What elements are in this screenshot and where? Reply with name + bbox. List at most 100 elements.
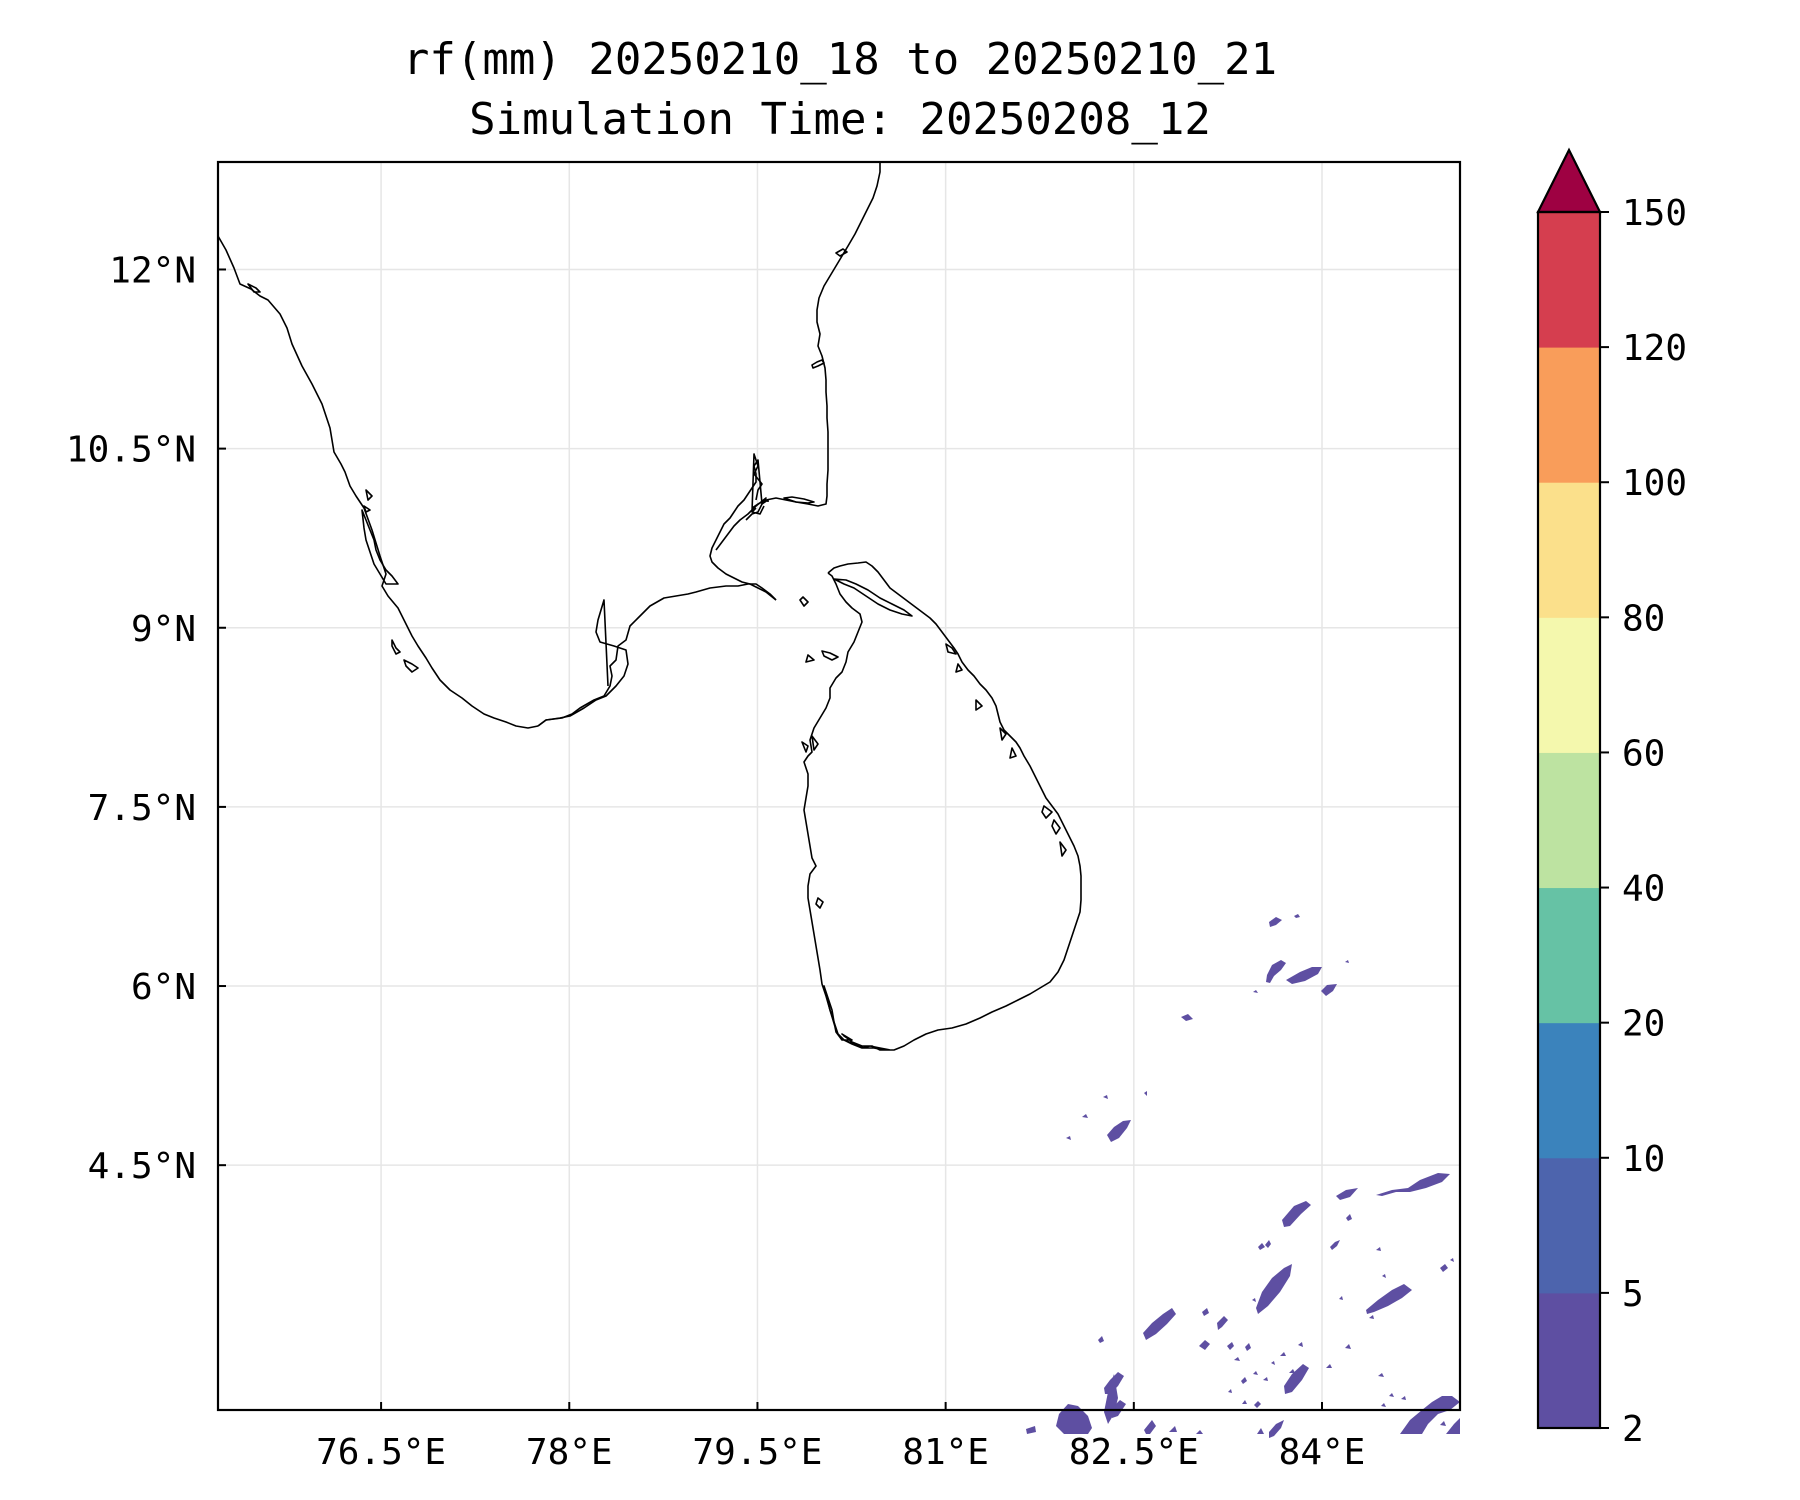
rain-patch bbox=[1196, 1430, 1203, 1434]
x-tick-label: 78°E bbox=[526, 1432, 613, 1473]
rain-patch bbox=[1366, 1284, 1412, 1314]
rain-patch bbox=[1242, 1400, 1247, 1404]
rain-patch bbox=[1257, 1428, 1264, 1434]
colorbar-bin bbox=[1538, 1292, 1600, 1429]
rain-patch bbox=[1103, 1095, 1108, 1099]
rain-patch bbox=[1098, 1336, 1104, 1343]
rain-patch bbox=[1280, 1352, 1286, 1356]
colorbar: 2 5 10 20 40 60 80 100 120 150 bbox=[1536, 147, 1687, 1450]
sri-lanka-coast bbox=[823, 561, 1082, 1051]
rain-patch bbox=[1330, 1240, 1340, 1250]
colorbar-tick-label: 5 bbox=[1622, 1274, 1644, 1315]
rain-patch bbox=[1227, 1342, 1234, 1350]
colorbar-tick-label: 10 bbox=[1622, 1139, 1665, 1180]
colorbar-bin bbox=[1538, 1022, 1600, 1159]
rain-patch bbox=[1339, 1296, 1343, 1300]
rain-patch bbox=[1269, 1420, 1284, 1438]
rain-patch bbox=[1144, 1420, 1156, 1434]
rain-patch bbox=[1056, 1404, 1092, 1434]
colorbar-bin bbox=[1538, 482, 1600, 618]
x-tick-label: 76.5°E bbox=[316, 1432, 446, 1473]
rain-patch bbox=[1381, 1403, 1386, 1407]
y-tick-label: 4.5°N bbox=[88, 1146, 196, 1187]
rain-patch bbox=[1378, 1373, 1384, 1377]
rain-patch bbox=[1376, 1247, 1381, 1251]
rain-patch bbox=[1256, 1264, 1292, 1314]
rain-patch bbox=[1345, 960, 1349, 963]
rain-patch bbox=[1382, 1274, 1386, 1278]
rain-patch bbox=[1321, 984, 1337, 996]
y-tick-label: 7.5°N bbox=[88, 788, 196, 829]
rain-patch bbox=[1026, 1426, 1036, 1434]
india-west-coast bbox=[217, 235, 539, 729]
rain-patch bbox=[1271, 1361, 1275, 1365]
rain-patch bbox=[1345, 1344, 1351, 1349]
rain-patch bbox=[1389, 1393, 1394, 1397]
x-tick-label: 79.5°E bbox=[692, 1432, 822, 1473]
rain-patch bbox=[1289, 1369, 1295, 1373]
rain-patch bbox=[1181, 1014, 1193, 1021]
rain-patch bbox=[1282, 1201, 1311, 1227]
rain-patch bbox=[1450, 1258, 1454, 1262]
colorbar-tick-label: 40 bbox=[1622, 869, 1665, 910]
rain-patch bbox=[1144, 1091, 1147, 1096]
map-gridlines bbox=[218, 162, 1460, 1410]
rain-patch bbox=[1266, 960, 1286, 983]
y-tick-label: 10.5°N bbox=[66, 430, 196, 471]
rain-patch bbox=[1284, 1364, 1309, 1394]
colorbar-tick-label: 80 bbox=[1622, 598, 1665, 639]
rain-patch bbox=[1440, 1421, 1446, 1426]
x-tick-label: 81°E bbox=[902, 1432, 989, 1473]
rain-patch bbox=[1241, 1377, 1247, 1384]
india-palk-bay-coast bbox=[709, 459, 777, 601]
colorbar-tick-label: 60 bbox=[1622, 733, 1665, 774]
rain-patch bbox=[1376, 1173, 1450, 1196]
rain-patch bbox=[1143, 1308, 1176, 1340]
rain-patch bbox=[1336, 1188, 1358, 1200]
x-tick-label: 82.5°E bbox=[1069, 1432, 1199, 1473]
colorbar-frame bbox=[1536, 210, 1602, 1430]
rain-patch bbox=[1234, 1357, 1240, 1361]
rain-patch bbox=[1401, 1396, 1406, 1400]
y-tick-label: 12°N bbox=[109, 250, 196, 291]
rain-patch bbox=[1245, 1343, 1251, 1351]
rain-patch bbox=[1269, 917, 1282, 927]
rain-patch bbox=[1169, 1426, 1177, 1432]
rain-patch bbox=[1294, 914, 1300, 918]
colorbar-bin bbox=[1538, 752, 1600, 889]
colorbar-tick-label: 120 bbox=[1622, 328, 1687, 369]
sri-lanka-west-coast bbox=[803, 572, 863, 1041]
rain-patch bbox=[1066, 1136, 1071, 1140]
colorbar-bin bbox=[1538, 347, 1600, 483]
rain-patch bbox=[1082, 1114, 1088, 1118]
rain-patch bbox=[1254, 1401, 1261, 1408]
rain-patch bbox=[1253, 990, 1258, 993]
india-coromandel-coast bbox=[751, 162, 881, 509]
colorbar-tick-label: 100 bbox=[1622, 463, 1687, 504]
colorbar-extend-arrow bbox=[1536, 147, 1602, 214]
rain-patch bbox=[1217, 1316, 1228, 1330]
x-tick-label: 84°E bbox=[1279, 1432, 1366, 1473]
colorbar-bin bbox=[1538, 1157, 1600, 1294]
coastlines bbox=[217, 162, 1082, 1051]
colorbar-bin bbox=[1538, 212, 1600, 348]
india-kerala-detail bbox=[247, 283, 419, 673]
sri-lanka-east-detail bbox=[945, 643, 1067, 857]
figure-subtitle: Simulation Time: 20250208_12 bbox=[469, 94, 1211, 145]
sri-lanka-jaffna-detail bbox=[799, 578, 913, 909]
y-tick-label: 6°N bbox=[131, 967, 196, 1008]
map-panel: 76.5°E 78°E 79.5°E 81°E 82.5°E 84°E 12°N 10.5°N… bbox=[66, 160, 1462, 1473]
rain-patch bbox=[1252, 1298, 1256, 1302]
india-coast-detail bbox=[783, 248, 848, 504]
rain-patch bbox=[1258, 1243, 1265, 1250]
colorbar-tick-label: 150 bbox=[1622, 193, 1687, 234]
india-south-coast bbox=[537, 583, 777, 727]
rain-patch bbox=[1265, 1240, 1271, 1248]
map-axis-ticks: 76.5°E 78°E 79.5°E 81°E 82.5°E 84°E 12°N 10.5°N… bbox=[66, 250, 1365, 1473]
rain-patch bbox=[1107, 1120, 1131, 1142]
rain-patch bbox=[1346, 1214, 1352, 1221]
rainfall-patches bbox=[1026, 914, 1460, 1438]
colorbar-bin bbox=[1538, 887, 1600, 1024]
figure-title: rf(mm) 20250210_18 to 20250210_21 bbox=[403, 34, 1277, 85]
